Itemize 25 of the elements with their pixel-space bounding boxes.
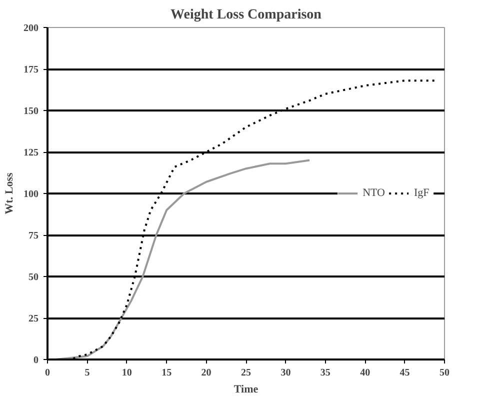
y-tick-label: 75 [28, 230, 38, 242]
y-tick-label: 175 [24, 64, 38, 76]
y-tick-label: 200 [24, 23, 38, 34]
x-tick-label: 20 [201, 368, 212, 378]
x-tick-label: 30 [280, 368, 291, 378]
y-tick-label: 100 [24, 189, 38, 200]
x-tick-label: 45 [400, 368, 410, 378]
legend-label: IgF [414, 187, 430, 199]
x-tick-label: 35 [320, 368, 330, 378]
chart-title: Weight Loss Comparison [170, 8, 322, 22]
y-tick-label: 150 [24, 106, 38, 117]
x-tick-label: 0 [45, 368, 50, 378]
legend-label: NTO [362, 187, 385, 199]
x-tick-label: 15 [162, 368, 172, 378]
x-tick-label: 10 [122, 368, 132, 378]
y-tick-label: 25 [28, 314, 38, 324]
y-tick-label: 125 [24, 148, 38, 158]
y-tick-label: 50 [28, 272, 38, 283]
x-tick-label: 40 [360, 368, 370, 378]
x-tick-label: 25 [241, 368, 251, 378]
y-axis-title: Wt. Loss [4, 172, 16, 214]
x-axis-title: Time [234, 384, 258, 396]
x-tick-label: 50 [440, 368, 450, 378]
x-tick-label: 5 [84, 368, 90, 378]
y-tick-label: 0 [34, 355, 38, 366]
